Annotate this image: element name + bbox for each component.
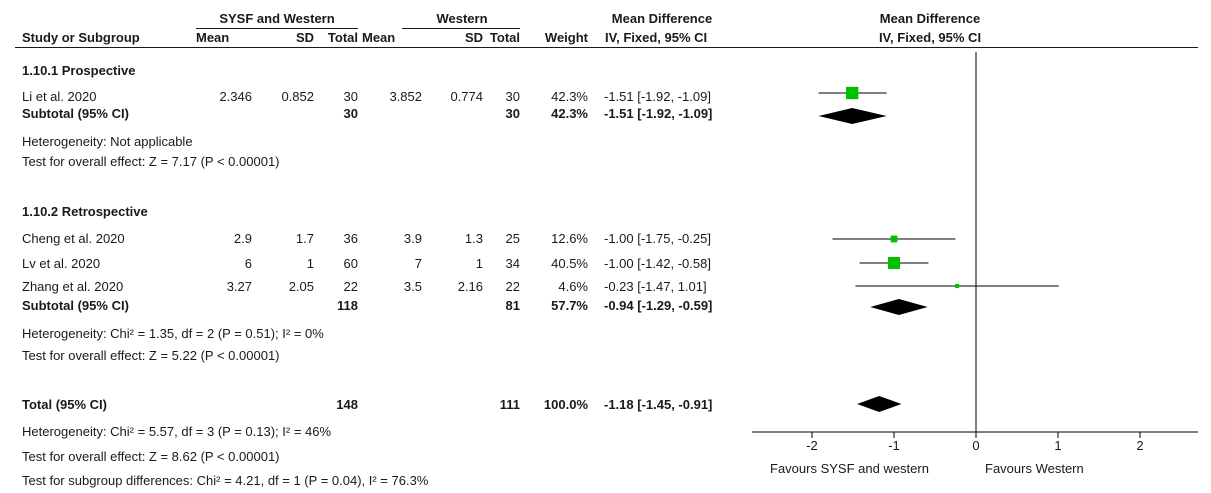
sd2: 1.3 xyxy=(464,231,483,246)
study-name: Li et al. 2020 xyxy=(22,89,97,104)
sd2: 1 xyxy=(475,256,483,271)
col-mean1: Mean xyxy=(196,30,230,45)
header-rule xyxy=(15,47,1198,48)
mean1: 2.9 xyxy=(233,231,252,246)
total2: 22 xyxy=(505,279,520,294)
subgroup-differences-text: Test for subgroup differences: Chi² = 4.… xyxy=(22,473,429,488)
mean1: 2.346 xyxy=(219,89,252,104)
col-sd1: SD xyxy=(295,30,314,45)
study-square xyxy=(846,86,859,100)
weight: 42.3% xyxy=(551,89,588,104)
subtotal-label: Subtotal (95% CI) xyxy=(22,298,129,313)
group1-underline xyxy=(196,28,358,29)
favours-left-label: Favours SYSF and western xyxy=(770,461,929,476)
total-total1: 148 xyxy=(336,397,358,412)
total-overall-effect-text: Test for overall effect: Z = 8.62 (P < 0… xyxy=(22,449,280,464)
heterogeneity-text: Heterogeneity: Chi² = 1.35, df = 2 (P = … xyxy=(22,326,324,341)
subtotal-ci: -1.51 [-1.92, -1.09] xyxy=(604,106,713,121)
summary-diamond xyxy=(857,396,902,412)
weight: 40.5% xyxy=(551,256,588,271)
sd2: 0.774 xyxy=(450,89,483,104)
study-name: Cheng et al. 2020 xyxy=(22,231,125,246)
summary-diamond xyxy=(818,108,887,124)
subtotal-weight: 57.7% xyxy=(551,298,588,313)
study-name: Lv et al. 2020 xyxy=(22,256,101,271)
subtotal-total1: 30 xyxy=(343,106,358,121)
col-weight: Weight xyxy=(544,30,588,45)
subtotal-ci: -0.94 [-1.29, -0.59] xyxy=(604,298,713,313)
x-tick-label: 1 xyxy=(1054,438,1061,453)
plot-header: Mean Difference xyxy=(879,11,981,26)
md-header: Mean Difference xyxy=(611,11,713,26)
subtotal-total2: 30 xyxy=(505,106,520,121)
col-total1: Total xyxy=(327,30,358,45)
plot-method: IV, Fixed, 95% CI xyxy=(878,30,982,45)
x-tick-label: -1 xyxy=(888,438,900,453)
group1-header: SYSF and Western xyxy=(219,11,335,26)
col-study: Study or Subgroup xyxy=(22,30,140,45)
mean1: 3.27 xyxy=(226,279,252,294)
total-weight: 100.0% xyxy=(543,397,588,412)
overall-effect-text: Test for overall effect: Z = 7.17 (P < 0… xyxy=(22,154,280,169)
study-name: Zhang et al. 2020 xyxy=(22,279,124,294)
sd1: 1.7 xyxy=(295,231,314,246)
sd2: 2.16 xyxy=(457,279,483,294)
subgroup-title: 1.10.2 Retrospective xyxy=(22,204,148,219)
x-tick-label: 2 xyxy=(1136,438,1143,453)
col-sd2: SD xyxy=(464,30,483,45)
total1: 36 xyxy=(343,231,358,246)
group2-header: Western xyxy=(436,11,488,26)
total-heterogeneity-text: Heterogeneity: Chi² = 5.57, df = 3 (P = … xyxy=(22,424,332,439)
total1: 60 xyxy=(343,256,358,271)
col-ci: IV, Fixed, 95% CI xyxy=(605,30,708,45)
ci: -0.23 [-1.47, 1.01] xyxy=(604,279,707,294)
mean2: 7 xyxy=(414,256,422,271)
total1: 22 xyxy=(343,279,358,294)
total2: 30 xyxy=(505,89,520,104)
weight: 4.6% xyxy=(558,279,588,294)
subtotal-total2: 81 xyxy=(505,298,520,313)
sd1: 0.852 xyxy=(281,89,314,104)
weight: 12.6% xyxy=(551,231,588,246)
x-tick-label: 0 xyxy=(972,438,979,453)
ci: -1.00 [-1.42, -0.58] xyxy=(604,256,711,271)
summary-diamond xyxy=(870,299,928,315)
sd1: 2.05 xyxy=(288,279,314,294)
study-square xyxy=(955,283,960,289)
heterogeneity-text: Heterogeneity: Not applicable xyxy=(22,134,193,149)
mean2: 3.5 xyxy=(403,279,422,294)
mean2: 3.852 xyxy=(389,89,422,104)
total-ci: -1.18 [-1.45, -0.91] xyxy=(604,397,713,412)
total2: 34 xyxy=(505,256,520,271)
mean2: 3.9 xyxy=(403,231,422,246)
subtotal-weight: 42.3% xyxy=(551,106,588,121)
col-total2: Total xyxy=(489,30,520,45)
subgroup-title: 1.10.1 Prospective xyxy=(22,63,136,78)
sd1: 1 xyxy=(306,256,314,271)
total-label: Total (95% CI) xyxy=(22,397,107,412)
ci: -1.51 [-1.92, -1.09] xyxy=(604,89,711,104)
total-total2: 111 xyxy=(499,397,520,412)
group2-underline xyxy=(402,28,520,29)
x-tick-label: -2 xyxy=(806,438,818,453)
study-square xyxy=(890,235,898,243)
favours-right-label: Favours Western xyxy=(985,461,1084,476)
subtotal-label: Subtotal (95% CI) xyxy=(22,106,129,121)
total1: 30 xyxy=(343,89,358,104)
total2: 25 xyxy=(505,231,520,246)
ci: -1.00 [-1.75, -0.25] xyxy=(604,231,711,246)
col-mean2: Mean xyxy=(362,30,396,45)
study-square xyxy=(887,256,901,270)
mean1: 6 xyxy=(244,256,252,271)
subtotal-total1: 118 xyxy=(337,298,358,313)
overall-effect-text: Test for overall effect: Z = 5.22 (P < 0… xyxy=(22,348,280,363)
